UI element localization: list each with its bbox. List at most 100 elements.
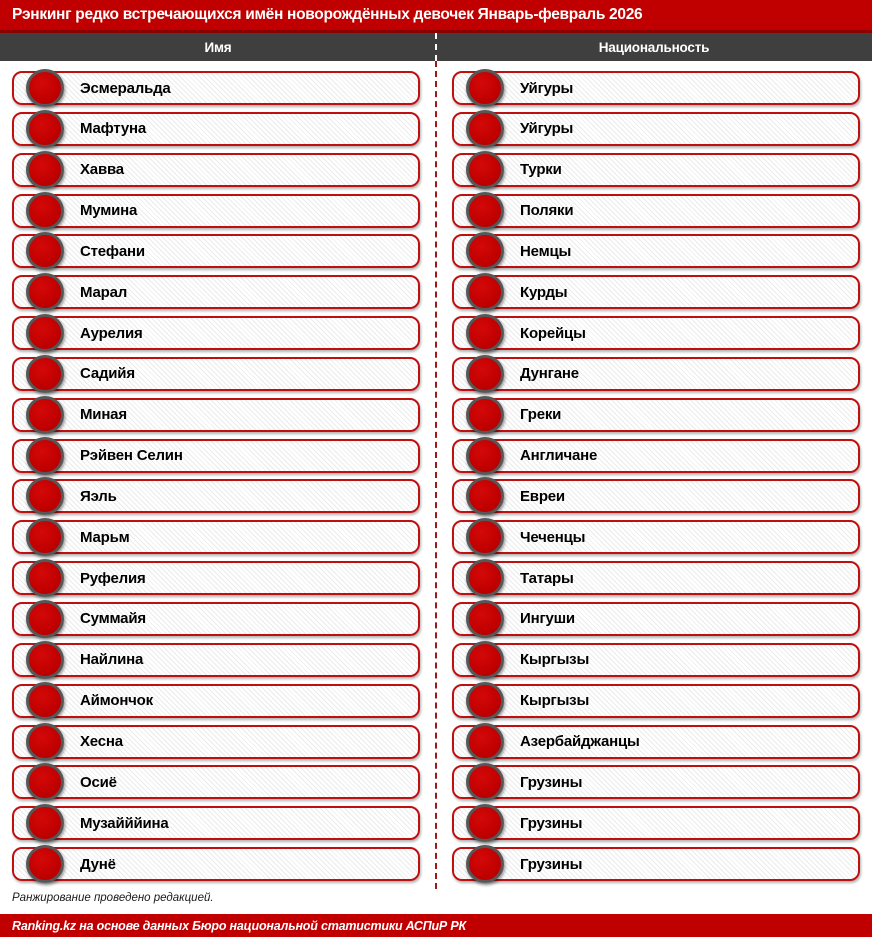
- red-circle-icon: [26, 763, 64, 802]
- item-label: Аурелия: [80, 324, 143, 342]
- item-pill: Хесна: [12, 722, 420, 761]
- list-item: Хавва: [0, 150, 436, 191]
- list-item: Суммайя: [0, 599, 436, 640]
- item-label: Грузины: [520, 773, 583, 791]
- red-circle-icon: [466, 477, 504, 516]
- item-pill: Азербайджанцы: [452, 722, 860, 761]
- red-circle-icon: [26, 191, 64, 230]
- item-label: Стефани: [80, 242, 145, 260]
- list-item: Дунгане: [436, 354, 872, 395]
- item-label: Азербайджанцы: [520, 733, 640, 750]
- nationalities-list: Уйгуры Уйгуры Турки Поляки Немцы Курды: [436, 68, 872, 885]
- item-label: Марал: [80, 283, 128, 301]
- list-item: Немцы: [436, 231, 872, 272]
- item-pill: Осиё: [12, 763, 420, 802]
- red-circle-icon: [466, 232, 504, 271]
- item-label: Уйгуры: [520, 79, 574, 97]
- item-label: Татары: [520, 569, 574, 587]
- red-circle-icon: [466, 763, 504, 802]
- item-pill: Грузины: [452, 804, 860, 843]
- item-label: Кыргызы: [520, 651, 590, 669]
- red-circle-icon: [26, 314, 64, 353]
- list-item: Музайййина: [0, 803, 436, 844]
- list-item: Азербайджанцы: [436, 722, 872, 763]
- item-label: Греки: [520, 406, 562, 424]
- item-pill: Суммайя: [12, 599, 420, 638]
- item-label: Дунё: [80, 855, 116, 873]
- item-pill: Аймончок: [12, 681, 420, 720]
- item-label: Найлина: [80, 651, 144, 669]
- red-circle-icon: [466, 559, 504, 598]
- item-pill: Миная: [12, 395, 420, 434]
- list-item: Садийя: [0, 354, 436, 395]
- title-bar: Рэнкинг редко встречающихся имён новорож…: [0, 0, 872, 33]
- red-circle-icon: [26, 477, 64, 516]
- item-pill: Татары: [452, 559, 860, 598]
- list-item: Евреи: [436, 476, 872, 517]
- item-label: Яэль: [80, 487, 117, 505]
- item-pill: Чеченцы: [452, 518, 860, 557]
- red-circle-icon: [26, 804, 64, 843]
- source-bar: Ranking.kz на основе данных Бюро национа…: [0, 914, 872, 937]
- item-label: Ингуши: [520, 610, 575, 628]
- item-label: Курды: [520, 283, 568, 301]
- item-label: Марьм: [80, 528, 130, 546]
- red-circle-icon: [466, 109, 504, 148]
- list-item: Мумина: [0, 191, 436, 232]
- list-item: Грузины: [436, 844, 872, 885]
- list-item: Руфелия: [0, 558, 436, 599]
- item-label: Руфелия: [80, 569, 146, 587]
- red-circle-icon: [26, 640, 64, 679]
- list-item: Грузины: [436, 762, 872, 803]
- list-item: Кыргызы: [436, 681, 872, 722]
- list-item: Уйгуры: [436, 109, 872, 150]
- list-item: Чеченцы: [436, 517, 872, 558]
- red-circle-icon: [466, 681, 504, 720]
- red-circle-icon: [466, 191, 504, 230]
- item-label: Рэйвен Селин: [80, 447, 183, 465]
- item-label: Англичане: [520, 447, 598, 465]
- red-circle-icon: [26, 722, 64, 761]
- red-circle-icon: [26, 69, 64, 107]
- red-circle-icon: [466, 314, 504, 353]
- item-pill: Руфелия: [12, 559, 420, 598]
- item-pill: Уйгуры: [452, 109, 860, 148]
- red-circle-icon: [466, 69, 504, 107]
- item-label: Чеченцы: [520, 528, 586, 546]
- column-header-name: Имя: [204, 39, 232, 55]
- list-item: Миная: [0, 395, 436, 436]
- list-item: Марал: [0, 272, 436, 313]
- red-circle-icon: [26, 273, 64, 312]
- item-pill: Рэйвен Селин: [12, 436, 420, 475]
- item-pill: Хавва: [12, 150, 420, 189]
- names-list: Эсмеральда Мафтуна Хавва Мумина Стефани …: [0, 68, 436, 885]
- column-divider: [435, 61, 437, 889]
- red-circle-icon: [26, 354, 64, 393]
- item-pill: Корейцы: [452, 314, 860, 353]
- item-pill: Мумина: [12, 191, 420, 230]
- item-pill: Ингуши: [452, 599, 860, 638]
- item-label: Мумина: [80, 202, 138, 220]
- list-item: Аймончок: [0, 681, 436, 722]
- item-label: Евреи: [520, 487, 565, 505]
- page-title: Рэнкинг редко встречающихся имён новорож…: [12, 6, 643, 23]
- red-circle-icon: [26, 599, 64, 638]
- red-circle-icon: [26, 395, 64, 434]
- list-item: Хесна: [0, 722, 436, 763]
- list-item: Грузины: [436, 803, 872, 844]
- list-item: Ингуши: [436, 599, 872, 640]
- item-pill: Кыргызы: [452, 640, 860, 679]
- list-item: Курды: [436, 272, 872, 313]
- red-circle-icon: [26, 150, 64, 189]
- red-circle-icon: [26, 436, 64, 475]
- item-pill: Грузины: [452, 763, 860, 802]
- item-label: Суммайя: [80, 610, 146, 628]
- list-item: Мафтуна: [0, 109, 436, 150]
- item-pill: Аурелия: [12, 314, 420, 353]
- list-item: Турки: [436, 150, 872, 191]
- item-pill: Поляки: [452, 191, 860, 230]
- list-item: Стефани: [0, 231, 436, 272]
- item-pill: Евреи: [452, 477, 860, 516]
- list-item: Греки: [436, 395, 872, 436]
- item-pill: Турки: [452, 150, 860, 189]
